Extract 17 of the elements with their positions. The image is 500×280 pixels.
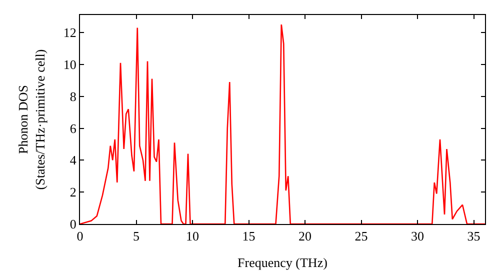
x-axis-title: Frequency (THz)	[238, 255, 328, 270]
y-tick-label: 0	[70, 216, 76, 232]
y-tick-label: 12	[63, 25, 76, 40]
y-tick-label: 6	[70, 120, 77, 136]
y-tick-label: 10	[63, 57, 76, 72]
x-tick-label: 30	[411, 228, 424, 244]
y-tick-label: 8	[70, 88, 76, 104]
line-series	[80, 24, 485, 224]
x-tick-label: 5	[133, 228, 140, 244]
x-tick-label: 20	[298, 228, 312, 244]
y-tick-label: 4	[70, 152, 77, 168]
x-tick-label: 35	[467, 228, 480, 244]
x-tick-label: 10	[186, 228, 199, 244]
y-axis-title: Phonon DOS (States/THz·primitive cell)	[15, 49, 48, 190]
x-tick-label: 25	[354, 228, 368, 244]
y-tick-label: 2	[70, 184, 76, 200]
x-tick-label: 15	[242, 228, 256, 244]
